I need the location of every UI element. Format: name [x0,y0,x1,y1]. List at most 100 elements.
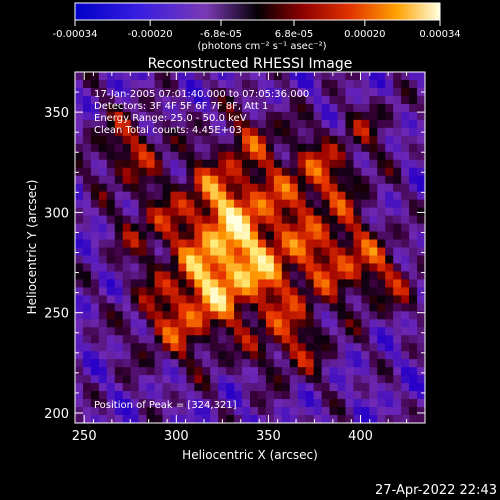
heatmap-cell [210,127,219,137]
heatmap-cell [345,127,354,137]
heatmap-cell [106,311,116,320]
heatmap-cell [242,279,251,288]
heatmap-cell [186,415,195,423]
heatmap-cell [385,95,394,105]
heatmap-cell [218,271,227,280]
heatmap-cell [250,159,259,169]
heatmap-cell [75,127,84,137]
heatmap-cell [218,207,227,216]
heatmap-cell [178,167,187,177]
heatmap-cell [226,295,235,304]
heatmap-cell [361,159,370,169]
heatmap-cell [154,239,163,248]
heatmap-cell [210,135,219,145]
heatmap-cell [154,351,163,360]
heatmap-cell [321,415,330,423]
heatmap-cell [297,271,307,280]
heatmap-cell [186,111,195,121]
heatmap-cell [313,167,322,177]
heatmap-cell [297,279,307,288]
heatmap-cell [353,255,362,264]
heatmap-cell [106,319,116,328]
heatmap-cell [226,255,235,264]
heatmap-cell [162,231,171,240]
heatmap-cell [313,127,322,137]
heatmap-cell [202,407,211,416]
heatmap-cell [75,207,84,216]
heatmap-cell [130,383,140,392]
heatmap-cell [178,183,187,193]
heatmap-cell [321,407,330,416]
heatmap-cell [289,231,299,240]
heatmap-cell [257,72,267,81]
heatmap-cell [361,367,370,376]
heatmap-cell [369,151,378,161]
heatmap-cell [305,279,315,288]
heatmap-cell [234,95,243,105]
heatmap-cell [321,127,330,137]
heatmap-cell [162,95,171,105]
heatmap-cell [297,207,307,216]
heatmap-cell [194,367,203,376]
heatmap-cell [75,327,84,336]
heatmap-cell [337,95,346,105]
heatmap-cell [377,255,386,264]
heatmap-cell [329,287,338,296]
heatmap-cell [170,175,179,185]
heatmap-cell [114,183,124,193]
heatmap-cell [289,415,299,423]
heatmap-cell [345,407,354,416]
heatmap-cell [361,111,370,121]
heatmap-cell [265,87,275,97]
heatmap-cell [234,375,243,384]
heatmap-cell [90,295,100,304]
heatmap-cell [377,367,386,376]
heatmap-cell [265,72,275,81]
heatmap-cell [361,263,370,272]
heatmap-cell [297,335,307,344]
heatmap-cell [82,359,92,368]
heatmap-cell [106,103,116,113]
heatmap-cell [250,327,259,336]
heatmap-cell [329,295,338,304]
heatmap-cell [401,207,410,216]
heatmap-cell [305,119,315,129]
heatmap-cell [369,183,378,193]
heatmap-cell [186,383,195,392]
heatmap-cell [154,247,163,256]
heatmap-cell [329,215,338,224]
heatmap-cell [281,343,291,352]
heatmap-cell [305,319,315,328]
heatmap-cell [202,295,211,304]
heatmap-cell [202,375,211,384]
heatmap-cell [234,263,243,272]
heatmap-cell [170,207,179,216]
heatmap-cell [409,231,418,240]
heatmap-cell [305,255,315,264]
heatmap-cell [377,327,386,336]
heatmap-cell [305,327,315,336]
heatmap-cell [138,111,147,121]
heatmap-cell [289,191,299,201]
heatmap-cell [401,255,410,264]
heatmap-cell [250,415,259,423]
heatmap-cell [82,79,92,89]
heatmap-cell [250,407,259,416]
heatmap-cell [154,191,163,201]
heatmap-cell [313,143,322,153]
heatmap-cell [202,399,211,408]
heatmap-cell [242,87,251,97]
heatmap-cell [273,103,283,113]
heatmap-cell [417,95,425,105]
heatmap-cell [305,87,315,97]
heatmap-cell [122,303,132,312]
heatmap-cell [250,375,259,384]
heatmap-cell [353,311,362,320]
heatmap-cell [98,343,108,352]
heatmap-cell [353,351,362,360]
heatmap-cell [130,287,140,296]
heatmap-cell [202,367,211,376]
heatmap-cell [186,159,195,169]
heatmap-cell [162,327,171,336]
heatmap-cell [329,95,338,105]
